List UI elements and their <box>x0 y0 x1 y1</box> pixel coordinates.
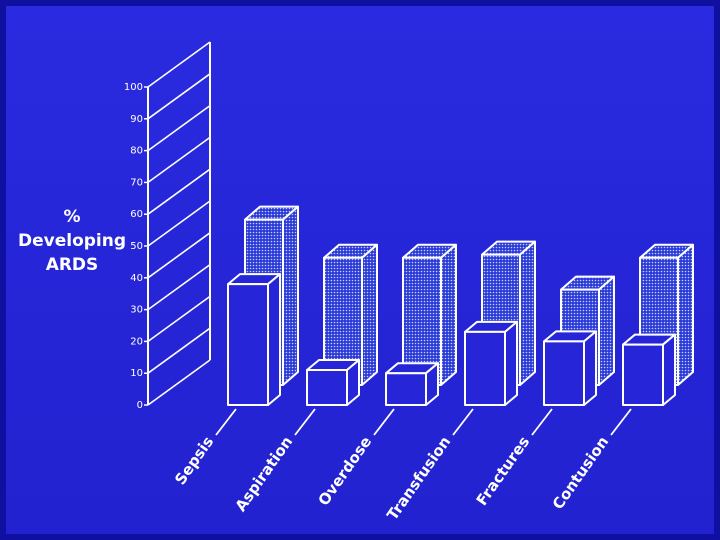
bar-face <box>267 273 281 406</box>
grid-line <box>147 73 211 120</box>
bar <box>622 333 676 406</box>
y-axis-label: ARDS <box>46 255 99 275</box>
bar <box>306 359 360 406</box>
bar <box>543 330 597 406</box>
bar-face <box>385 372 427 406</box>
bar-face <box>543 340 585 406</box>
label-leader <box>452 408 474 436</box>
bar-face <box>583 330 597 406</box>
label-leader <box>610 408 632 436</box>
grid-line <box>147 200 211 247</box>
grid-line <box>147 41 211 88</box>
bar <box>464 320 518 406</box>
grid-line <box>147 327 211 374</box>
bar <box>323 243 378 386</box>
grid-line <box>147 168 211 215</box>
bar-face <box>622 343 664 406</box>
grid-line <box>147 232 211 279</box>
grid-line <box>147 295 211 343</box>
y-tick-label: 50 <box>130 241 143 252</box>
label-leader <box>294 408 316 436</box>
bar <box>227 273 281 406</box>
grid-line <box>147 136 211 184</box>
bar-face <box>464 330 506 406</box>
label-leader <box>373 408 395 436</box>
bar-face <box>361 243 378 386</box>
bar-face <box>519 240 536 386</box>
y-tick-label: 20 <box>130 336 143 347</box>
grid-line <box>147 263 211 311</box>
bar <box>385 362 439 406</box>
y-axis-label: % <box>63 207 80 227</box>
label-leader <box>215 408 237 436</box>
y-tick-label: 70 <box>130 177 143 188</box>
y-tick-label: 40 <box>130 273 143 284</box>
bar-face <box>282 205 299 386</box>
bar-face <box>440 243 457 386</box>
grid-line <box>147 104 211 152</box>
y-tick-label: 0 <box>137 400 143 411</box>
bar-face <box>598 275 615 386</box>
bar-face <box>402 256 442 386</box>
y-tick-label: 80 <box>130 146 143 157</box>
y-tick-label: 60 <box>130 209 143 220</box>
bar-face <box>677 243 694 386</box>
bar-face <box>662 333 676 406</box>
y-tick-label: 100 <box>124 82 143 93</box>
y-axis-label: Developing <box>18 231 126 251</box>
y-tick-label: 10 <box>130 368 143 379</box>
grid-line <box>147 359 211 406</box>
bar-face <box>323 256 363 386</box>
label-leader <box>531 408 553 436</box>
bar <box>402 243 457 386</box>
bar-face <box>504 320 518 406</box>
bar-face <box>306 369 348 406</box>
bar-face <box>227 283 269 406</box>
y-tick-label: 30 <box>130 305 143 316</box>
y-tick-label: 90 <box>130 114 143 125</box>
